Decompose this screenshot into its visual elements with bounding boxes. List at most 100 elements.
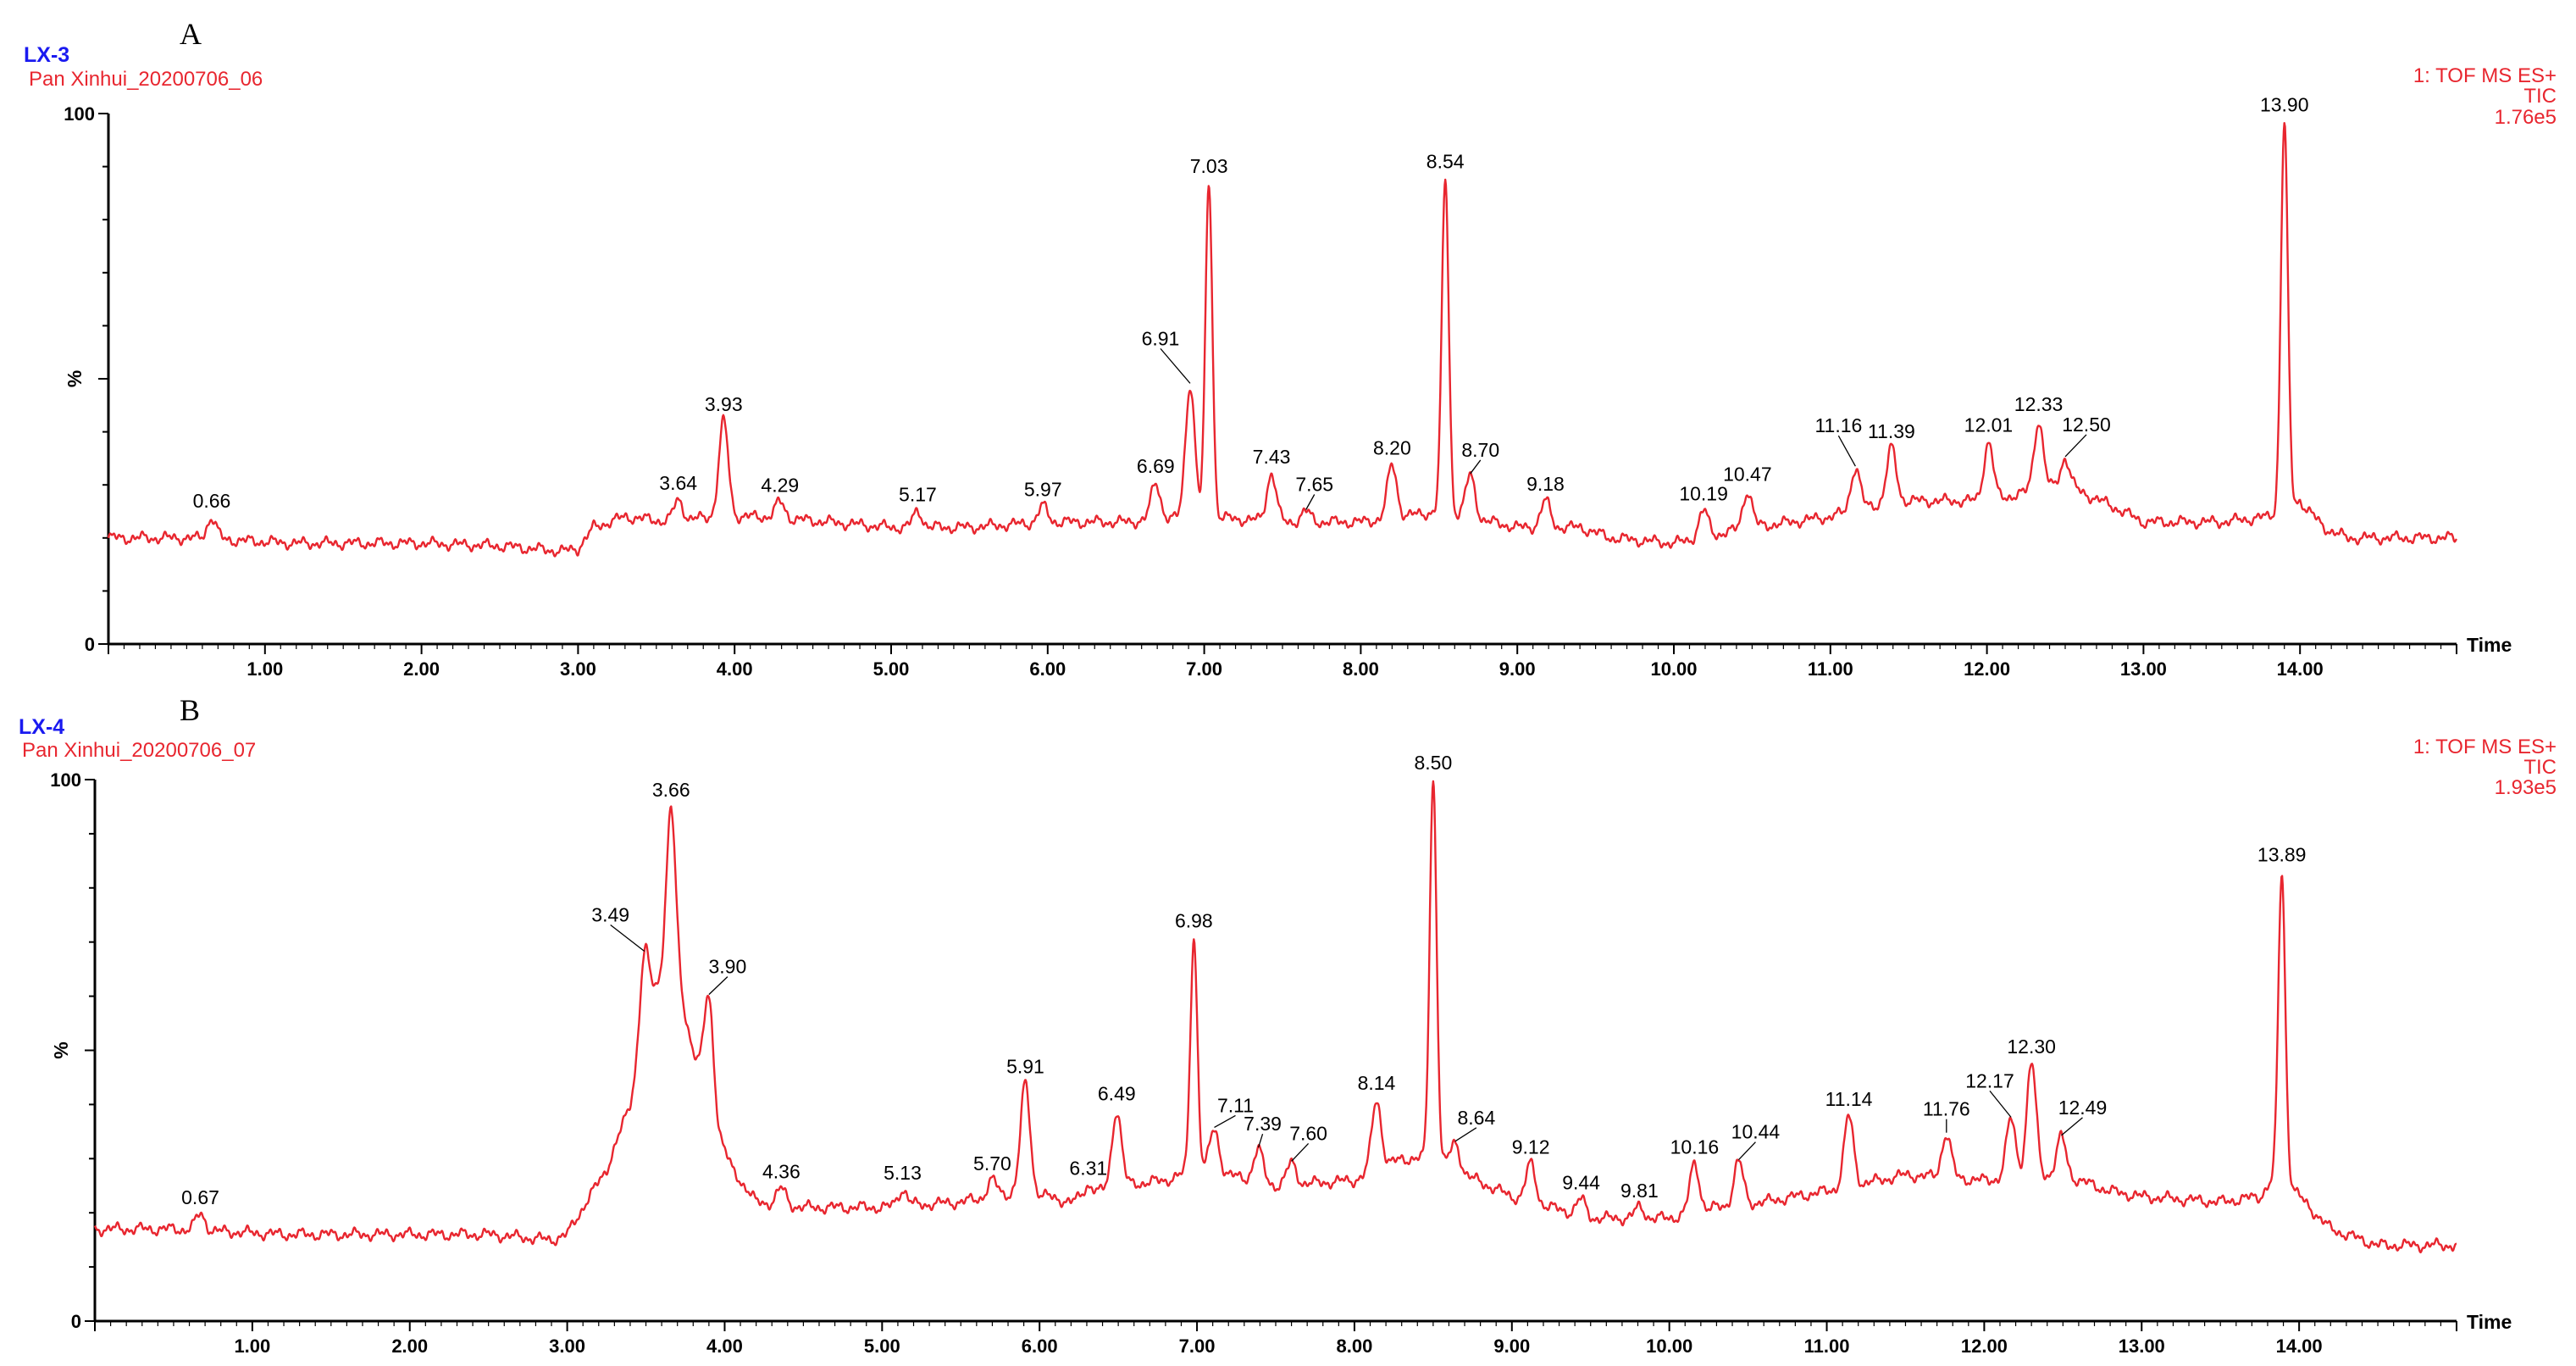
peak-label: 7.43 (1253, 446, 1291, 468)
x-tick-label: 4.00 (706, 1335, 743, 1357)
peak-label: 11.76 (1923, 1098, 1970, 1120)
x-axis-title: Time (2467, 1311, 2512, 1333)
y-axis-title: % (50, 1041, 72, 1058)
peak-label: 0.67 (181, 1186, 219, 1208)
peak-label: 8.54 (1426, 151, 1465, 173)
peak-label: 12.30 (2007, 1036, 2056, 1058)
peak-label-leader (2061, 1117, 2083, 1136)
peak-label-leader (1737, 1141, 1756, 1161)
peak-label-leader (610, 924, 645, 952)
peak-label: 12.33 (2014, 393, 2064, 415)
peak-label: 12.49 (2058, 1097, 2108, 1119)
peak-label: 5.17 (899, 484, 937, 506)
x-tick-label: 13.00 (2119, 1335, 2165, 1357)
panel-a-detector-signal: TIC (2523, 85, 2557, 108)
peak-label-leader (1837, 435, 1856, 467)
peak-label: 8.50 (1414, 752, 1452, 774)
peak-label: 10.19 (1679, 483, 1728, 505)
x-tick-label: 9.00 (1493, 1335, 1530, 1357)
x-tick-label: 11.00 (1804, 1335, 1850, 1357)
peak-label: 7.60 (1289, 1122, 1327, 1144)
x-tick-label: 14.00 (2277, 658, 2324, 680)
peak-label: 12.01 (1964, 414, 2014, 436)
peak-label-leader (1291, 1142, 1310, 1162)
peak-label: 5.91 (1006, 1055, 1044, 1077)
peak-label: 5.13 (884, 1162, 922, 1184)
peak-label: 9.44 (1562, 1171, 1600, 1193)
x-tick-label: 3.00 (549, 1335, 585, 1357)
peak-label: 6.49 (1098, 1082, 1136, 1104)
peak-label: 5.97 (1024, 479, 1062, 501)
peak-label: 12.17 (1965, 1069, 2014, 1091)
panel-b-detector-scale: 1.93e5 (2495, 776, 2557, 799)
peak-label: 6.69 (1137, 455, 1175, 477)
peak-label-leader (1160, 347, 1191, 384)
peak-label-leader (1305, 494, 1316, 510)
panel-a: A LX-3 Pan Xinhui_20200706_06 1: TOF MS … (24, 17, 2557, 680)
peak-label: 12.50 (2062, 414, 2111, 436)
peak-label: 11.16 (1814, 414, 1862, 436)
peak-label: 7.03 (1190, 155, 1228, 177)
x-tick-label: 14.00 (2276, 1335, 2323, 1357)
panel-b-sample-name: LX-4 (19, 715, 64, 739)
panel-a-detector-mode: 1: TOF MS ES+ (2413, 64, 2557, 87)
peak-label: 11.14 (1825, 1088, 1873, 1110)
peak-label: 13.89 (2257, 844, 2307, 866)
x-tick-label: 5.00 (864, 1335, 900, 1357)
x-tick-label: 8.00 (1337, 1335, 1373, 1357)
peak-label-leader (1257, 1134, 1264, 1148)
tic-trace (107, 122, 2458, 558)
x-tick-label: 11.00 (1808, 658, 1853, 680)
peak-label: 11.39 (1868, 420, 1915, 442)
panel-a-plot: 0 100% 1.00 2.00 3.00 4.00 5.00 6.00 7.00 8.00 9.0… (64, 93, 2512, 680)
peak-label-leader (1454, 1127, 1477, 1142)
panel-a-file-name: Pan Xinhui_20200706_06 (29, 68, 263, 91)
peak-label: 8.64 (1458, 1107, 1496, 1129)
x-tick-label: 5.00 (873, 658, 910, 680)
y-tick-label: 100 (64, 103, 95, 125)
y-tick-label: 0 (71, 1311, 81, 1332)
x-tick-label: 12.00 (1961, 1335, 2008, 1357)
peak-label: 6.31 (1069, 1158, 1107, 1180)
x-tick-label: 7.00 (1186, 658, 1222, 680)
peak-label: 8.20 (1373, 436, 1411, 458)
x-tick-label: 7.00 (1179, 1335, 1216, 1357)
peak-label: 4.36 (762, 1161, 800, 1183)
peak-label: 7.39 (1244, 1113, 1282, 1135)
peak-label: 9.81 (1620, 1180, 1659, 1202)
peak-label: 7.11 (1217, 1094, 1254, 1116)
peak-label-leader (1989, 1090, 2012, 1118)
peak-label: 0.66 (193, 490, 231, 512)
panel-a-detector-scale: 1.76e5 (2495, 106, 2557, 129)
peak-label: 5.70 (973, 1152, 1011, 1174)
panel-b-detector-mode: 1: TOF MS ES+ (2413, 736, 2557, 758)
x-tick-label: 10.00 (1650, 658, 1697, 680)
x-tick-label: 6.00 (1029, 658, 1066, 680)
peak-label: 3.90 (708, 956, 746, 978)
y-axis-title: % (64, 370, 86, 387)
y-tick-label: 0 (85, 634, 95, 655)
peak-label: 13.90 (2260, 93, 2309, 115)
peak-label: 10.44 (1731, 1121, 1781, 1143)
peak-label: 10.16 (1670, 1136, 1720, 1158)
peak-label: 9.12 (1512, 1136, 1550, 1158)
peak-label: 8.14 (1358, 1072, 1396, 1094)
y-tick-label: 100 (50, 769, 81, 791)
peak-label: 3.64 (659, 472, 697, 494)
peak-label: 3.93 (705, 393, 743, 415)
x-tick-label: 10.00 (1646, 1335, 1692, 1357)
peak-label-leader (708, 976, 728, 996)
x-tick-label: 8.00 (1343, 658, 1379, 680)
peak-label-leader (2064, 434, 2087, 458)
panel-a-letter: A (180, 17, 202, 51)
x-tick-label: 1.00 (234, 1335, 270, 1357)
x-tick-label: 4.00 (717, 658, 753, 680)
x-tick-label: 6.00 (1022, 1335, 1058, 1357)
panel-a-sample-name: LX-3 (24, 43, 69, 67)
x-tick-label: 1.00 (247, 658, 283, 680)
panel-b-plot: 0 100% 1.00 2.00 3.00 4.00 5.00 6.00 7.00 8.00 9.0… (50, 752, 2512, 1357)
x-tick-label: 2.00 (391, 1335, 428, 1357)
peak-label: 6.98 (1175, 910, 1213, 932)
peak-label: 3.49 (591, 903, 629, 925)
x-tick-label: 12.00 (1964, 658, 2010, 680)
